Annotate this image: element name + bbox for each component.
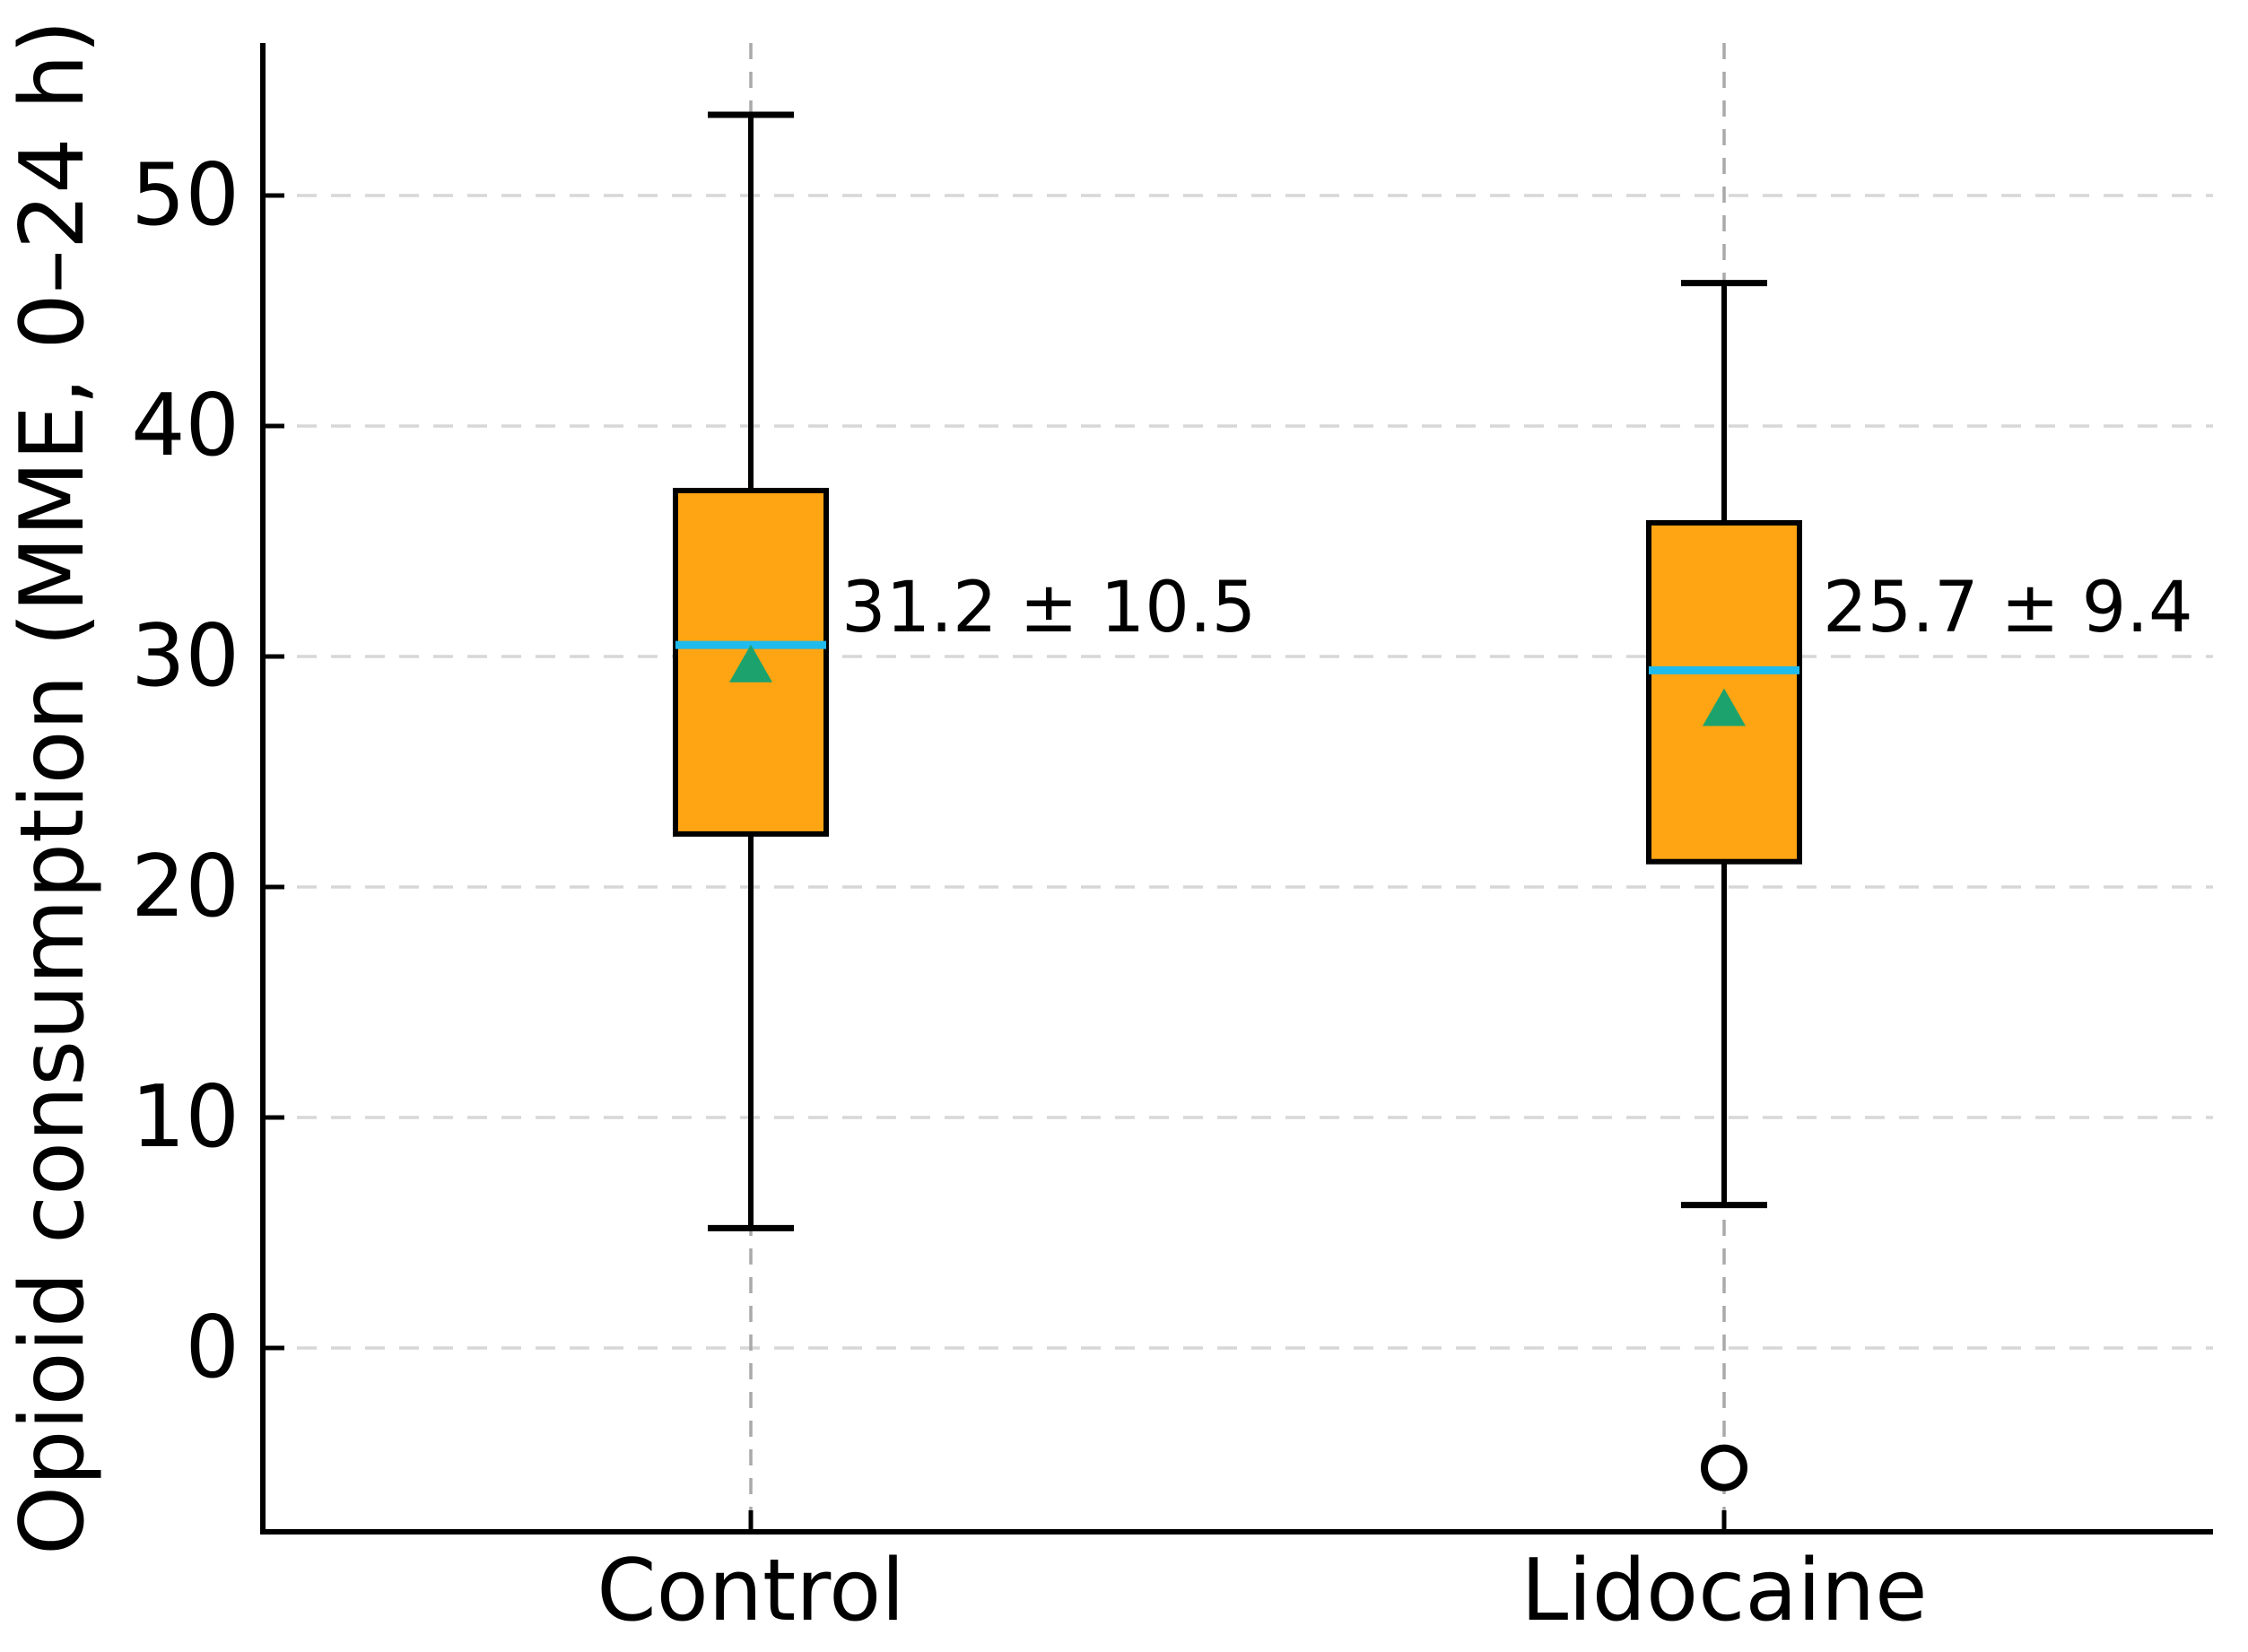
y-tick-label-0: 0	[186, 1299, 240, 1397]
annotation-lidocaine: 25.7 ± 9.4	[1823, 568, 2193, 648]
x-tick-label-lidocaine: Lidocaine	[1520, 1542, 1927, 1640]
x-tick-label-control: Control	[597, 1542, 904, 1640]
y-tick-label-40: 40	[131, 377, 240, 475]
y-tick-label-30: 30	[131, 607, 240, 706]
mean-marker-lidocaine	[1703, 688, 1746, 726]
annotation-control: 31.2 ± 10.5	[841, 568, 1256, 648]
y-tick-label-50: 50	[131, 146, 240, 245]
y-tick-label-10: 10	[131, 1068, 240, 1167]
y-tick-label-20: 20	[131, 838, 240, 936]
y-axis-label: Opioid consumption (MME, 0–24 h)	[2, 20, 104, 1555]
mean-marker-control	[729, 644, 772, 683]
outlier-lidocaine-0	[1701, 1444, 1747, 1491]
